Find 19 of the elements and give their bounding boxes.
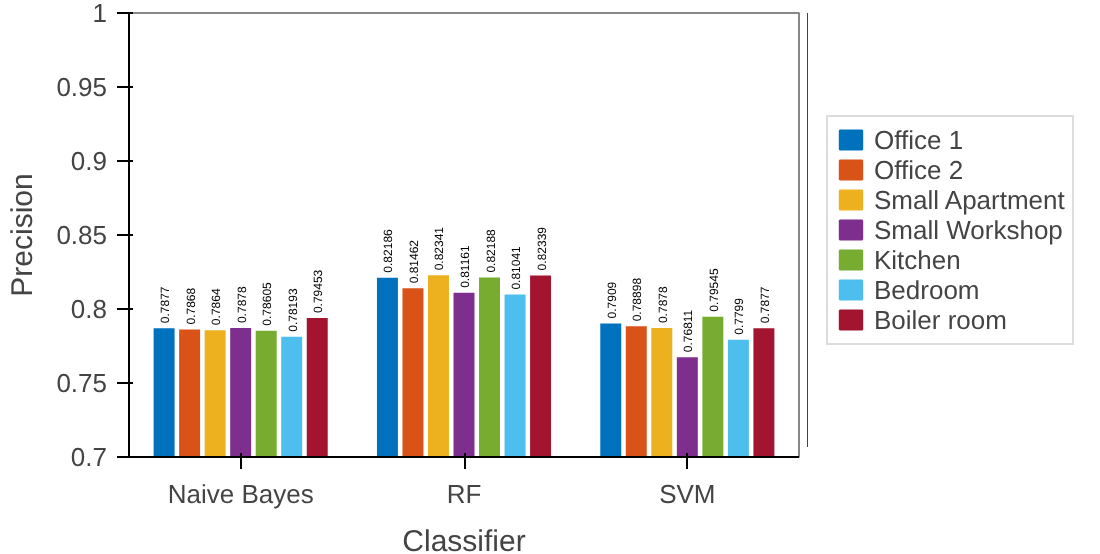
y-tick-label: 0.95 [56,72,108,102]
legend-label: Boiler room [874,304,1007,334]
y-tick-label: 1 [92,0,108,28]
legend-label: Office 2 [874,154,964,184]
legend-label: Kitchen [874,244,961,274]
y-tick-label: 0.7 [70,442,108,472]
legend-label: Small Apartment [874,184,1065,214]
x-axis-title: Classifier [402,525,526,554]
x-tick-label: RF [446,479,482,509]
legend-label: Small Workshop [874,214,1063,244]
x-tick-label: SVM [659,479,716,509]
legend-label: Bedroom [874,274,980,304]
x-tick-label: Naive Bayes [167,479,315,509]
y-tick-label: 0.9 [70,146,108,176]
legend-label: Office 1 [874,124,964,154]
y-tick-label: 0.85 [56,220,108,250]
y-tick-label: 0.75 [56,368,108,398]
y-tick-label: 0.8 [70,294,108,324]
y-axis-title: Precision [6,173,41,297]
